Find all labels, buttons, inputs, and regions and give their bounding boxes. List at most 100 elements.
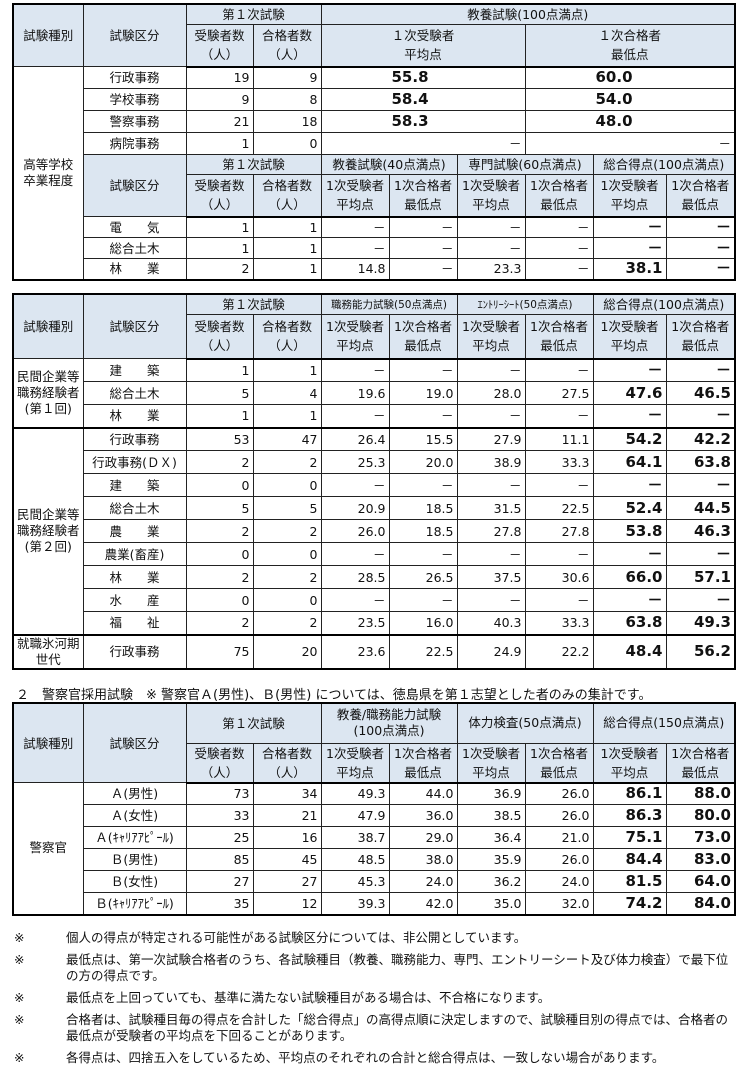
- score-cell: 81.5: [592, 870, 667, 893]
- min-header: 1次合格者 最低点: [388, 174, 458, 218]
- kubun-cell: 建 築: [82, 473, 187, 497]
- score-cell: 58.4: [320, 88, 526, 111]
- count-cell: 47: [252, 426, 322, 451]
- header-line: 平均点: [610, 338, 649, 354]
- note-mark: ※: [14, 952, 25, 967]
- count-cell: 19: [185, 66, 254, 89]
- score-cell: 64.0: [665, 870, 736, 893]
- note: ※ 最低点は、第一次試験合格者のうち、各試験種目（教養、職務能力、専門、エントリー…: [14, 952, 729, 984]
- header-line: 平均点: [336, 764, 374, 780]
- score-cell: 53.8: [592, 519, 667, 543]
- score-cell: －: [524, 358, 594, 382]
- score-cell: 36.0: [388, 804, 458, 827]
- work-experience-results-table: 試験種別 試験区分 第１次試験 職務能力試験(50点満点) ｴﾝﾄﾘｰｼｰﾄ(50点満点…: [12, 293, 736, 670]
- count-cell: 2: [252, 450, 322, 474]
- kubun-header: 試験区分: [82, 3, 187, 67]
- score-cell: 35.9: [456, 848, 526, 871]
- score-cell: 28.0: [456, 381, 526, 405]
- table-row: 総合土木 5 5 20.9 18.5 31.5 22.5 52.4 44.5: [13, 496, 736, 520]
- avg-header: 1次受験者 平均点: [456, 174, 526, 218]
- count-cell: 2: [252, 565, 322, 589]
- score-cell: －: [456, 216, 526, 238]
- avg-header: 1次受験者 平均点: [592, 174, 667, 218]
- table-row: 林 業 2 1 14.8 － 23.3 － 38.1 －: [13, 258, 736, 280]
- table-row: 受験者数 （人） 合格者数 （人） 1次受験者 平均点 1次合格者 最低点 1次受験者 平均点 1次…: [13, 314, 736, 360]
- header-line: 最低点: [681, 197, 719, 213]
- table-row: 農 業 2 2 26.0 18.5 27.8 27.8 53.8 46.3: [13, 519, 736, 543]
- score-cell: －: [320, 358, 390, 382]
- score-cell: －: [456, 473, 526, 497]
- type-header: 試験種別: [12, 293, 84, 359]
- subject-header: 教養/職務能力試験 (100点満点): [320, 702, 458, 744]
- note-text: 最低点を上回っていても、基準に満たない試験種目がある場合は、不合格になります。: [66, 990, 551, 1005]
- first-exam-header: 第１次試験: [185, 293, 322, 315]
- group-cell: 高等学校 卒業程度: [12, 66, 84, 280]
- count-cell: 2: [252, 519, 322, 543]
- score-cell: 32.0: [524, 892, 594, 915]
- score-cell: －: [456, 358, 526, 382]
- score-cell: －: [388, 473, 458, 497]
- count-cell: 27: [185, 870, 254, 893]
- score-cell: －: [320, 237, 390, 259]
- count-cell: 1: [252, 358, 322, 382]
- score-cell: 66.0: [592, 565, 667, 589]
- score-cell: －: [665, 588, 736, 612]
- count-cell: 35: [185, 892, 254, 915]
- header-line: （人）: [268, 47, 306, 63]
- table-row: Ａ(ｷｬﾘｱｱﾋﾟｰﾙ) 25 16 38.7 29.0 36.4 21.0 75.1 73.0: [13, 826, 736, 849]
- header-line: 1次合格者: [671, 319, 730, 335]
- kubun-cell: Ｂ(女性): [82, 870, 187, 893]
- header-line: 合格者数: [261, 745, 312, 761]
- score-cell: －: [320, 132, 526, 155]
- score-cell: 30.6: [524, 565, 594, 589]
- header-line: １次受験者: [391, 28, 455, 44]
- count-cell: 0: [185, 588, 254, 612]
- min-header: 1次合格者 最低点: [665, 742, 736, 784]
- subject-header: 職務能力試験(50点満点): [320, 293, 458, 315]
- score-cell: 36.2: [456, 870, 526, 893]
- header-line: 1次合格者: [394, 745, 452, 761]
- note-mark: ※: [14, 930, 25, 945]
- score-cell: －: [524, 473, 594, 497]
- score-cell: 38.7: [320, 826, 390, 849]
- kubun-cell: 警察事務: [82, 110, 187, 133]
- header-line: 1次合格者: [530, 178, 588, 194]
- table-row: 水 産 0 0 －－－－－－: [13, 588, 736, 612]
- kubun-cell: 福 祉: [82, 611, 187, 635]
- count-cell: 0: [185, 542, 254, 566]
- score-cell: －: [456, 237, 526, 259]
- header-line: 最低点: [610, 47, 649, 63]
- count-cell: 16: [252, 826, 322, 849]
- header-line: （人）: [268, 764, 306, 780]
- note-text: 各得点は、四捨五入をしているため、平均点のそれぞれの合計と総合得点は、一致しない…: [66, 1050, 665, 1065]
- score-cell: 48.0: [524, 110, 736, 133]
- min-header: 1次合格者最低点: [665, 314, 736, 360]
- table-row: 学校事務 9 8 58.4 54.0: [13, 88, 736, 111]
- score-cell: 46.5: [665, 381, 736, 405]
- score-cell: 39.3: [320, 892, 390, 915]
- count-cell: 33: [185, 804, 254, 827]
- avg-header: 1次受験者 平均点: [320, 174, 390, 218]
- kubun-cell: 行政事務: [82, 426, 187, 451]
- score-cell: 26.0: [320, 519, 390, 543]
- header-line: 最低点: [681, 338, 719, 354]
- kubun-cell: Ａ(女性): [82, 804, 187, 827]
- table-row: 試験区分 第１次試験 教養試験(40点満点) 専門試験(60点満点) 総合得点(100点…: [13, 154, 736, 217]
- subject-header: 教養試験(100点満点): [320, 3, 736, 25]
- score-cell: 55.8: [320, 66, 526, 89]
- count-cell: 1: [185, 216, 254, 238]
- header-line: 合格者数: [261, 28, 312, 44]
- group-cell: 民間企業等 職務経験者 (第１回): [12, 358, 84, 428]
- table-row: 試験種別 試験区分 第１次試験 教養/職務能力試験 (100点満点) 体力検査(50点満…: [12, 702, 736, 783]
- score-cell: 60.0: [524, 66, 736, 89]
- header-line: 受験者数: [194, 28, 245, 44]
- score-cell: 49.3: [320, 782, 390, 805]
- score-cell: －: [592, 542, 667, 566]
- header-line: （人）: [200, 338, 239, 354]
- score-cell: －: [388, 358, 458, 382]
- kubun-cell: 建 築: [82, 358, 187, 382]
- score-cell: 22.5: [524, 496, 594, 520]
- score-cell: 56.2: [665, 633, 736, 669]
- applicants-header: 受験者数 （人）: [185, 174, 254, 218]
- score-cell: －: [524, 542, 594, 566]
